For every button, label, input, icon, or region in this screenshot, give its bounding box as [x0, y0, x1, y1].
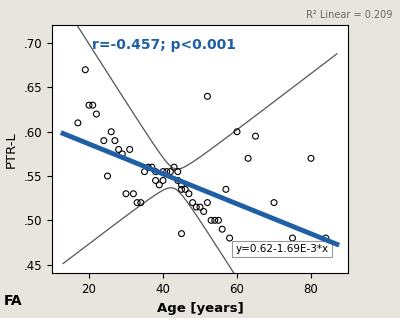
- Point: [178, 182, 185, 187]
- Point: [152, 178, 159, 183]
- Point: [104, 174, 111, 179]
- Point: [145, 165, 152, 170]
- Point: [82, 67, 88, 72]
- Point: [112, 138, 118, 143]
- Point: [101, 138, 107, 143]
- Point: [175, 169, 181, 174]
- X-axis label: Age [years]: Age [years]: [157, 302, 243, 315]
- Point: [200, 209, 207, 214]
- Point: [271, 200, 277, 205]
- Point: [167, 169, 174, 174]
- Point: [86, 103, 92, 108]
- Point: [160, 178, 166, 183]
- Point: [123, 191, 129, 196]
- Point: [156, 182, 162, 187]
- Point: [289, 236, 296, 241]
- Point: [252, 134, 259, 139]
- Point: [178, 231, 185, 236]
- Point: [204, 200, 211, 205]
- Point: [126, 147, 133, 152]
- Point: [119, 151, 126, 156]
- Point: [204, 94, 211, 99]
- Point: [149, 165, 155, 170]
- Point: [212, 218, 218, 223]
- Point: [308, 156, 314, 161]
- Point: [90, 103, 96, 108]
- Point: [178, 187, 185, 192]
- Point: [152, 169, 159, 174]
- Point: [164, 169, 170, 174]
- Point: [226, 236, 233, 241]
- Point: [223, 187, 229, 192]
- Text: y=0.62-1.69E-3*x: y=0.62-1.69E-3*x: [236, 244, 329, 254]
- Point: [190, 200, 196, 205]
- Point: [141, 169, 148, 174]
- Point: [108, 129, 114, 134]
- Point: [175, 178, 181, 183]
- Point: [134, 200, 140, 205]
- Text: FA: FA: [4, 294, 23, 308]
- Point: [138, 200, 144, 205]
- Point: [193, 204, 200, 210]
- Point: [116, 147, 122, 152]
- Point: [160, 169, 166, 174]
- Point: [215, 218, 222, 223]
- Text: R² Linear = 0.209: R² Linear = 0.209: [306, 10, 392, 19]
- Text: r=-0.457; p<0.001: r=-0.457; p<0.001: [92, 38, 236, 52]
- Point: [219, 227, 226, 232]
- Point: [197, 204, 203, 210]
- Y-axis label: PTR-L: PTR-L: [5, 131, 18, 168]
- Point: [245, 156, 251, 161]
- Point: [171, 165, 177, 170]
- Point: [182, 187, 188, 192]
- Point: [208, 218, 214, 223]
- Point: [75, 120, 81, 125]
- Point: [234, 129, 240, 134]
- Point: [186, 191, 192, 196]
- Point: [93, 112, 100, 117]
- Point: [322, 236, 329, 241]
- Point: [130, 191, 137, 196]
